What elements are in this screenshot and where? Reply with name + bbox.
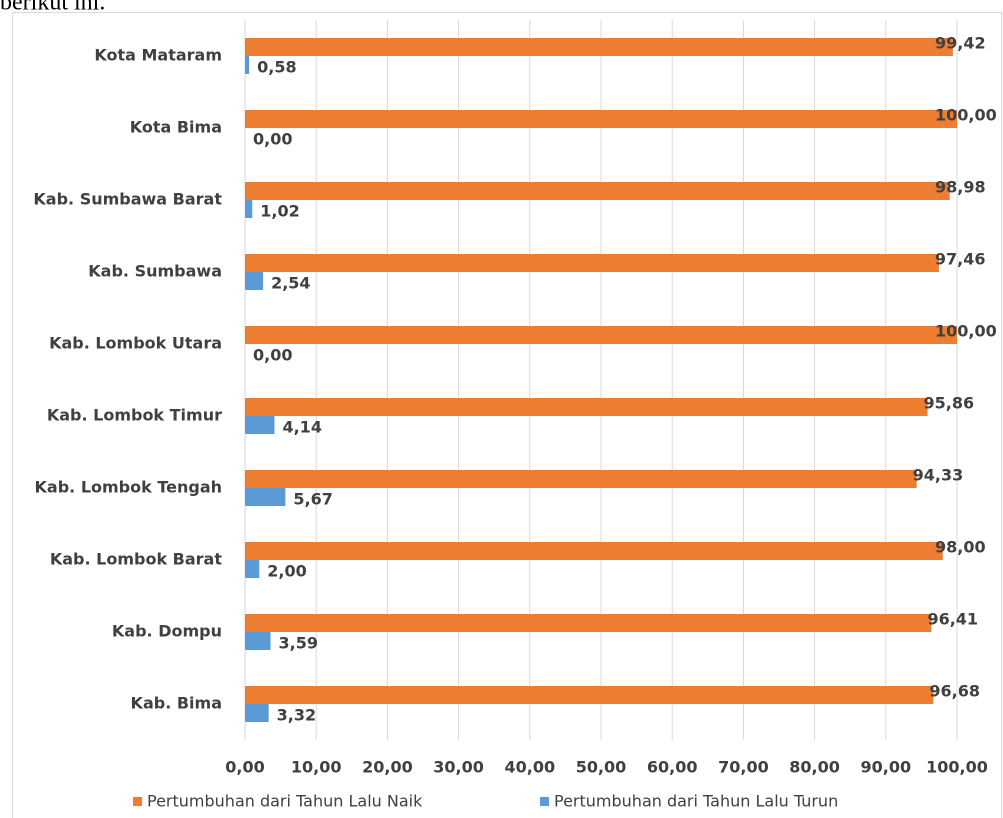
y-tick-label: Kab. Lombok Barat xyxy=(50,550,222,569)
bar xyxy=(245,470,917,488)
data-label: 3,59 xyxy=(279,634,318,653)
data-label: 0,00 xyxy=(253,346,292,365)
bar xyxy=(245,416,275,434)
bar xyxy=(245,542,943,560)
y-tick-label: Kab. Dompu xyxy=(112,622,222,641)
legend-label: Pertumbuhan dari Tahun Lalu Naik xyxy=(147,792,423,811)
legend-label: Pertumbuhan dari Tahun Lalu Turun xyxy=(554,792,838,811)
data-label: 0,58 xyxy=(257,58,296,77)
x-tick-label: 90,00 xyxy=(860,758,911,777)
legend-swatch xyxy=(540,797,549,806)
context-text: berikut ini. xyxy=(0,0,105,16)
x-tick-label: 60,00 xyxy=(647,758,698,777)
data-label: 96,41 xyxy=(927,610,978,629)
bar xyxy=(245,632,271,650)
x-tick-label: 50,00 xyxy=(576,758,627,777)
x-tick-label: 20,00 xyxy=(362,758,413,777)
data-label: 98,98 xyxy=(935,178,986,197)
y-tick-label: Kab. Lombok Tengah xyxy=(35,478,222,497)
data-label: 96,68 xyxy=(929,682,980,701)
y-tick-label: Kab. Bima xyxy=(131,694,222,713)
data-label: 99,42 xyxy=(935,34,986,53)
x-tick-label: 0,00 xyxy=(225,758,264,777)
data-label: 2,54 xyxy=(271,274,310,293)
x-tick-label: 100,00 xyxy=(926,758,988,777)
data-label: 100,00 xyxy=(935,322,997,341)
bar xyxy=(245,182,950,200)
x-tick-label: 30,00 xyxy=(433,758,484,777)
x-tick-label: 10,00 xyxy=(291,758,342,777)
bar xyxy=(245,272,264,290)
bar xyxy=(245,200,253,218)
data-label: 98,00 xyxy=(935,538,986,557)
data-label: 100,00 xyxy=(935,106,997,125)
data-label: 5,67 xyxy=(293,490,332,509)
data-label: 1,02 xyxy=(260,202,299,221)
data-label: 0,00 xyxy=(253,130,292,149)
data-label: 3,32 xyxy=(277,706,316,725)
y-tick-label: Kab. Lombok Utara xyxy=(49,334,222,353)
data-label: 94,33 xyxy=(913,466,964,485)
bar xyxy=(245,704,269,722)
x-tick-label: 40,00 xyxy=(504,758,555,777)
x-tick-label: 70,00 xyxy=(718,758,769,777)
x-tick-label: 80,00 xyxy=(789,758,840,777)
y-tick-label: Kab. Sumbawa xyxy=(88,262,222,281)
bar xyxy=(245,110,957,128)
legend-swatch xyxy=(133,797,142,806)
data-label: 95,86 xyxy=(924,394,975,413)
bar xyxy=(245,326,957,344)
bar xyxy=(245,56,250,74)
y-tick-label: Kota Mataram xyxy=(94,46,222,65)
bar xyxy=(245,614,932,632)
y-tick-label: Kab. Lombok Timur xyxy=(47,406,222,425)
bar xyxy=(245,560,260,578)
bar xyxy=(245,488,286,506)
y-tick-label: Kab. Sumbawa Barat xyxy=(33,190,222,209)
y-tick-label: Kota Bima xyxy=(130,118,222,137)
bar xyxy=(245,686,934,704)
data-label: 97,46 xyxy=(935,250,986,269)
data-label: 2,00 xyxy=(267,562,306,581)
chart-border xyxy=(12,12,1002,818)
bar xyxy=(245,38,953,56)
bar xyxy=(245,398,928,416)
bar xyxy=(245,254,939,272)
data-label: 4,14 xyxy=(282,418,321,437)
